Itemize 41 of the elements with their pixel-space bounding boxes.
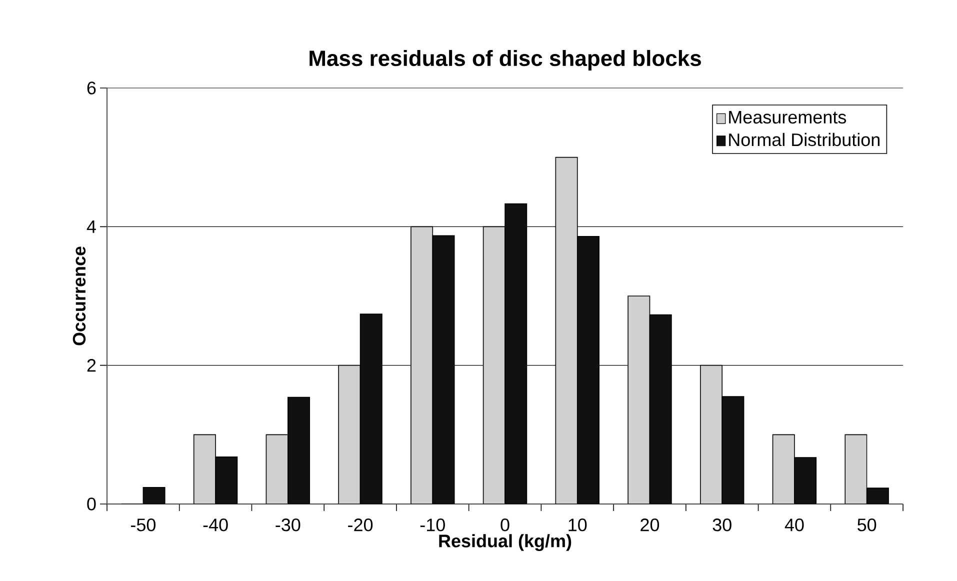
x-tick-label: 10 bbox=[568, 518, 587, 532]
x-tick-label: 30 bbox=[712, 518, 732, 532]
chart-title: Mass residuals of disc shaped blocks bbox=[310, 50, 701, 70]
bar bbox=[360, 314, 382, 504]
y-axis-title: Occurrence bbox=[72, 246, 86, 346]
bar bbox=[772, 434, 794, 504]
x-tick-label: 20 bbox=[640, 518, 660, 532]
y-tick-label: 2 bbox=[87, 359, 96, 372]
bar bbox=[556, 157, 578, 504]
bar bbox=[483, 226, 506, 504]
bar bbox=[216, 456, 238, 504]
x-tick-label: 50 bbox=[858, 518, 876, 532]
bar bbox=[577, 236, 600, 504]
x-tick-label: -30 bbox=[276, 518, 300, 532]
bar bbox=[650, 314, 672, 504]
x-tick-label: -20 bbox=[348, 518, 373, 532]
legend-label: Normal Distribution bbox=[729, 132, 880, 146]
x-tick-label: -50 bbox=[130, 518, 156, 532]
legend-label: Measurements bbox=[729, 111, 846, 124]
bar bbox=[794, 458, 816, 504]
bar bbox=[866, 488, 889, 504]
bar bbox=[143, 487, 165, 504]
bar bbox=[266, 434, 288, 504]
bar bbox=[505, 204, 527, 504]
bar bbox=[722, 396, 744, 504]
bar bbox=[410, 226, 433, 504]
x-tick-label: -40 bbox=[203, 518, 228, 532]
bar bbox=[628, 296, 650, 504]
bar bbox=[700, 365, 722, 504]
x-tick-label: 0 bbox=[500, 518, 510, 532]
bar bbox=[338, 365, 360, 504]
x-tick-label: -10 bbox=[420, 518, 445, 532]
bar bbox=[194, 434, 216, 504]
y-tick-label: 4 bbox=[86, 220, 96, 233]
bar bbox=[432, 236, 454, 504]
y-tick-label: 0 bbox=[87, 498, 96, 510]
x-tick-label: 40 bbox=[784, 518, 804, 532]
bar bbox=[288, 397, 310, 504]
x-axis-title: Residual (kg/m) bbox=[439, 534, 572, 551]
bar bbox=[844, 434, 868, 504]
y-tick-label: 6 bbox=[87, 82, 96, 94]
